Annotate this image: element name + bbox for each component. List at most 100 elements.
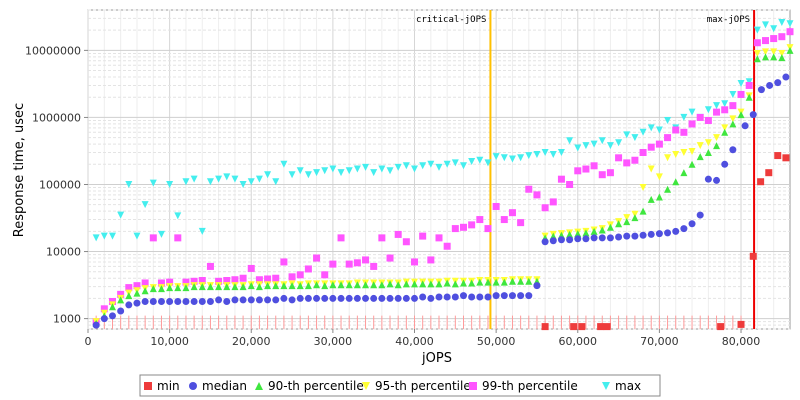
data-point bbox=[762, 48, 770, 56]
data-point bbox=[174, 212, 182, 220]
data-point bbox=[337, 281, 345, 289]
data-point bbox=[125, 180, 133, 188]
data-point bbox=[615, 233, 623, 241]
data-point bbox=[117, 211, 125, 219]
data-point bbox=[337, 169, 345, 177]
data-point bbox=[182, 297, 190, 305]
data-point bbox=[198, 297, 206, 305]
data-point bbox=[786, 46, 794, 54]
data-point bbox=[574, 167, 582, 175]
data-point bbox=[108, 312, 116, 320]
data-point bbox=[459, 292, 467, 300]
data-point bbox=[484, 159, 492, 167]
data-point bbox=[296, 282, 304, 290]
series-median bbox=[92, 73, 790, 329]
data-point bbox=[411, 294, 419, 302]
data-point bbox=[606, 234, 614, 242]
y-tick-label: 1000000 bbox=[32, 111, 81, 124]
data-point bbox=[231, 175, 239, 183]
data-point bbox=[280, 160, 288, 168]
data-point bbox=[500, 216, 508, 224]
data-point bbox=[492, 202, 500, 210]
data-point bbox=[778, 49, 786, 57]
data-point bbox=[606, 223, 614, 231]
data-point bbox=[231, 283, 239, 291]
data-point bbox=[345, 260, 353, 268]
data-point bbox=[206, 178, 214, 186]
data-point bbox=[443, 242, 451, 250]
data-point bbox=[590, 140, 598, 148]
data-point bbox=[394, 281, 402, 289]
data-point bbox=[427, 294, 435, 302]
data-point bbox=[239, 296, 247, 304]
data-point bbox=[721, 160, 729, 168]
data-point bbox=[451, 280, 459, 288]
data-point bbox=[598, 171, 606, 179]
data-point bbox=[125, 301, 133, 309]
data-point bbox=[149, 234, 157, 242]
data-point bbox=[337, 234, 345, 242]
data-point bbox=[749, 111, 757, 119]
data-point bbox=[508, 209, 516, 217]
data-point bbox=[419, 162, 427, 170]
data-point bbox=[631, 134, 639, 142]
data-point bbox=[223, 297, 231, 305]
data-point bbox=[215, 175, 223, 183]
data-point bbox=[353, 294, 361, 302]
legend-box bbox=[139, 374, 661, 397]
legend-swatch bbox=[144, 382, 152, 390]
data-point bbox=[451, 225, 459, 233]
data-point bbox=[125, 284, 133, 292]
data-point bbox=[557, 148, 565, 156]
x-tick-label: 50,000 bbox=[477, 335, 516, 348]
data-point bbox=[680, 113, 688, 121]
data-point bbox=[729, 90, 737, 98]
data-point bbox=[696, 113, 704, 121]
data-point bbox=[757, 86, 765, 94]
data-point bbox=[566, 137, 574, 145]
data-point bbox=[664, 134, 672, 142]
data-point bbox=[590, 162, 598, 170]
y-axis-title: Response time, usec bbox=[12, 103, 27, 237]
x-tick-label: 10,000 bbox=[150, 335, 189, 348]
data-point bbox=[566, 236, 574, 244]
data-point bbox=[533, 151, 541, 159]
data-point bbox=[304, 282, 312, 290]
data-point bbox=[631, 232, 639, 240]
data-point bbox=[296, 271, 304, 279]
data-point bbox=[166, 284, 174, 292]
data-point bbox=[190, 283, 198, 291]
data-point bbox=[321, 271, 329, 279]
data-point bbox=[329, 281, 337, 289]
data-point bbox=[704, 175, 712, 183]
data-point bbox=[264, 171, 272, 179]
x-tick-label: 80,000 bbox=[722, 335, 761, 348]
data-point bbox=[525, 292, 533, 300]
data-point bbox=[443, 160, 451, 168]
data-point bbox=[190, 277, 198, 285]
data-point bbox=[288, 282, 296, 290]
data-point bbox=[770, 53, 778, 61]
data-point bbox=[329, 165, 337, 173]
data-point bbox=[713, 102, 721, 110]
legend-label: median bbox=[202, 379, 247, 393]
data-point bbox=[557, 236, 565, 244]
data-point bbox=[766, 81, 774, 89]
data-point bbox=[765, 169, 773, 177]
data-point bbox=[533, 282, 541, 290]
data-point bbox=[92, 234, 100, 242]
data-point bbox=[517, 219, 525, 227]
data-point bbox=[696, 211, 704, 219]
data-point bbox=[149, 297, 157, 305]
data-point bbox=[329, 260, 337, 268]
data-point bbox=[198, 227, 206, 235]
data-point bbox=[206, 283, 214, 291]
data-point bbox=[615, 220, 623, 228]
data-point bbox=[239, 180, 247, 188]
data-point bbox=[239, 274, 247, 282]
data-point bbox=[370, 281, 378, 289]
data-point bbox=[247, 178, 255, 186]
data-point bbox=[541, 238, 549, 246]
x-tick-label: 70,000 bbox=[640, 335, 679, 348]
data-point bbox=[280, 258, 288, 266]
